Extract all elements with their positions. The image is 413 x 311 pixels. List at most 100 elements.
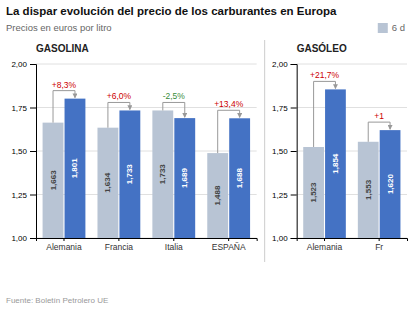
data-labels: 1,663 1,634 1,733 1,488 1,801 1,733 1,689 1,688 — [49, 158, 245, 206]
y-tick: 2,00 — [272, 60, 297, 69]
bar — [43, 123, 64, 238]
data-label: 1,688 — [235, 168, 244, 189]
y-axis: 1,00 1,25 1,50 1,75 2,00 — [11, 60, 36, 243]
data-label: 1,523 — [309, 182, 318, 203]
x-axis-line — [37, 239, 258, 242]
data-label: 1,854 — [331, 153, 340, 174]
x-tick: Alemania — [46, 238, 82, 252]
bar — [152, 110, 173, 238]
bracket — [53, 91, 75, 123]
change-label: +21,7% — [310, 70, 340, 80]
bracket — [218, 110, 240, 153]
bracket — [314, 81, 336, 147]
x-tick-mark — [228, 238, 229, 241]
x-tick: Francia — [105, 238, 134, 252]
y-tick: 2,00 — [11, 60, 36, 69]
grid-line — [36, 64, 257, 65]
subtitle: Precios en euros por litro — [6, 22, 112, 33]
y-tick-mark — [30, 151, 36, 152]
y-axis: 1,00 1,25 1,50 1,75 2,00 — [272, 60, 297, 243]
panel: GASÓLEO 1,00 1,25 1,50 1,75 2,00 Alemania Fr 1,5… — [272, 42, 407, 311]
y-tick-mark — [30, 195, 36, 196]
chart: La dispar evolución del precio de los ca… — [0, 0, 413, 311]
legend-swatch — [378, 23, 388, 33]
data-label: 1,634 — [103, 172, 112, 193]
legend: 6 d — [378, 22, 405, 33]
data-label: 1,689 — [180, 168, 189, 189]
y-tick-mark — [30, 64, 36, 65]
x-axis-line — [297, 239, 407, 242]
y-tick: 1,50 — [272, 147, 297, 156]
y-tick: 1,00 — [11, 234, 36, 243]
title: La dispar evolución del precio de los ca… — [6, 5, 337, 17]
bar — [303, 147, 324, 238]
y-tick-label: 1,50 — [11, 147, 27, 156]
y-tick-label: 1,25 — [272, 191, 288, 200]
x-tick-label: ESPAÑA — [212, 242, 246, 252]
y-tick-mark — [30, 238, 36, 239]
x-tick: Italia — [165, 238, 183, 252]
annotations: +21,7% +1 — [310, 70, 390, 147]
y-tick: 1,75 — [272, 104, 297, 113]
data-label: 1,733 — [158, 164, 167, 185]
x-axis: Alemania Fr — [297, 238, 407, 252]
y-tick-mark — [291, 195, 297, 196]
y-tick-label: 1,75 — [11, 104, 27, 113]
change-label: +1 — [374, 111, 384, 121]
y-tick: 1,25 — [272, 191, 297, 200]
y-tick-mark — [30, 108, 36, 109]
source: Fuente: Boletín Petrolero UE — [6, 296, 108, 305]
change-label: +6,0% — [107, 91, 132, 101]
bar — [380, 130, 401, 238]
change-label: +8,3% — [52, 80, 77, 90]
change-label: -2,5% — [163, 91, 186, 101]
y-tick-label: 1,00 — [11, 234, 27, 243]
data-label: 1,620 — [386, 174, 395, 195]
x-tick-label: Alemania — [46, 242, 82, 252]
y-tick: 1,75 — [11, 104, 36, 113]
x-tick: ESPAÑA — [212, 238, 246, 252]
bar — [207, 153, 228, 238]
data-label: 1,488 — [213, 185, 222, 206]
bracket — [108, 102, 130, 127]
x-tick: Alemania — [307, 238, 343, 252]
x-tick-mark — [379, 238, 380, 241]
annotations: +8,3% +6,0% -2,5% +13,4% — [52, 80, 244, 153]
x-axis: Alemania Francia Italia ESPAÑA — [37, 238, 258, 252]
data-label: 1,801 — [70, 158, 79, 179]
change-label: +13,4% — [214, 99, 244, 109]
y-tick-label: 1,25 — [11, 191, 27, 200]
bar — [325, 89, 346, 238]
x-tick-label: Alemania — [307, 242, 343, 252]
data-label: 1,553 — [364, 179, 373, 200]
bar — [97, 128, 118, 238]
y-axis-line — [30, 65, 37, 239]
y-tick-mark — [291, 151, 297, 152]
data-labels: 1,523 1,553 1,854 1,620 — [309, 153, 394, 202]
x-tick-label: Italia — [165, 242, 183, 252]
y-tick-mark — [291, 238, 297, 239]
bar — [229, 118, 250, 238]
data-label: 1,733 — [125, 164, 134, 185]
panel-title: GASOLINA — [36, 43, 89, 54]
y-axis-line — [291, 65, 298, 239]
legend-label: 6 d — [392, 22, 405, 33]
panel: GASOLINA 1,00 1,25 1,50 1,75 2,00 Alemania Fran… — [11, 43, 257, 311]
y-tick: 1,00 — [272, 234, 297, 243]
x-tick-label: Francia — [105, 242, 134, 252]
y-tick-label: 2,00 — [11, 60, 27, 69]
bar — [174, 118, 195, 238]
bar — [358, 142, 379, 238]
y-tick: 1,25 — [11, 191, 36, 200]
bars — [43, 99, 250, 238]
panel-title: GASÓLEO — [297, 42, 347, 54]
y-tick-label: 1,75 — [272, 104, 288, 113]
data-label: 1,663 — [49, 170, 58, 191]
bracket — [368, 122, 390, 142]
x-tick: Fr — [375, 238, 383, 252]
y-tick: 1,50 — [11, 147, 36, 156]
grid-line — [297, 64, 407, 65]
y-tick-label: 1,50 — [272, 147, 288, 156]
x-tick-mark — [173, 238, 174, 241]
x-tick-label: Fr — [375, 242, 383, 252]
